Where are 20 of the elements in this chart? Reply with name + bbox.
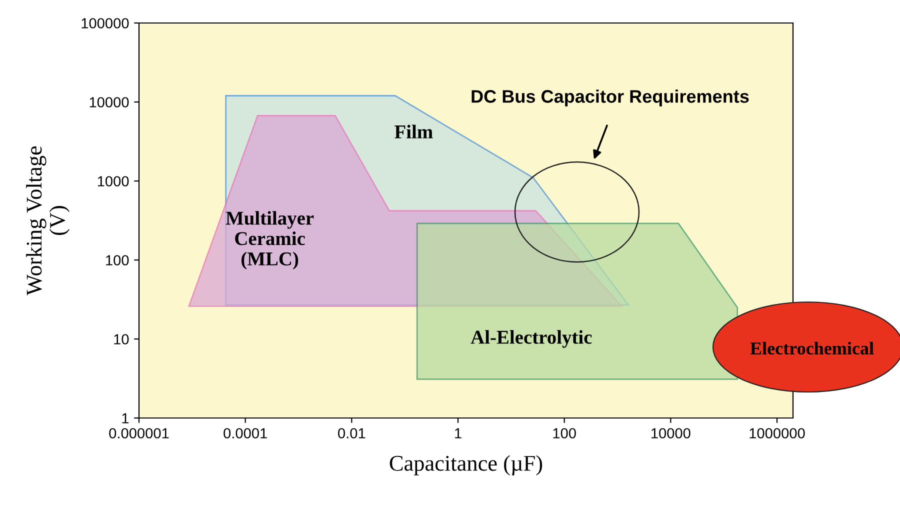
series-label: Al-Electrolytic	[470, 330, 592, 348]
y-tick-label: 1000	[98, 176, 129, 186]
x-axis-title: Capacitance (µF)	[390, 455, 542, 476]
x-tick-label: 10000	[652, 428, 690, 438]
y-axis-title: Working Voltage (V)	[26, 146, 70, 296]
series-label: Multilayer Ceramic (MLC)	[226, 211, 314, 270]
y-tick-label: 10000	[90, 97, 129, 108]
y-tick-label: 100000	[82, 18, 129, 28]
y-tick-label: 10	[114, 334, 129, 344]
x-tick-label: 0.0001	[224, 428, 267, 438]
annotation: DC Bus Capacitor Requirements	[472, 90, 749, 106]
x-tick-label: 100	[553, 428, 576, 438]
y-tick-label: 100	[106, 255, 129, 266]
series-label: Film	[394, 124, 433, 138]
x-tick-label: 1000000	[750, 428, 805, 438]
x-tick-label: 0.000001	[109, 428, 169, 438]
y-tick-label: 1	[122, 413, 129, 424]
x-tick-label: 1	[455, 428, 462, 438]
x-tick-label: 0.01	[338, 428, 366, 438]
annotation: Electrochemical	[750, 342, 874, 355]
